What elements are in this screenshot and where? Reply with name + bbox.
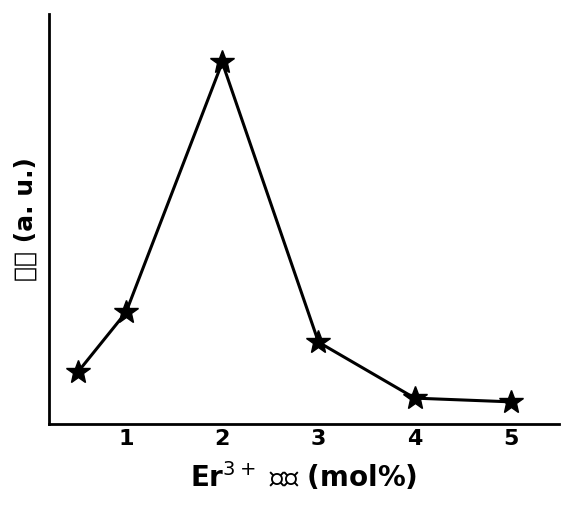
Y-axis label: 强度 (a. u.): 强度 (a. u.)	[14, 157, 38, 281]
X-axis label: Er$^{3+}$ 浓度 (mol%): Er$^{3+}$ 浓度 (mol%)	[190, 460, 418, 493]
